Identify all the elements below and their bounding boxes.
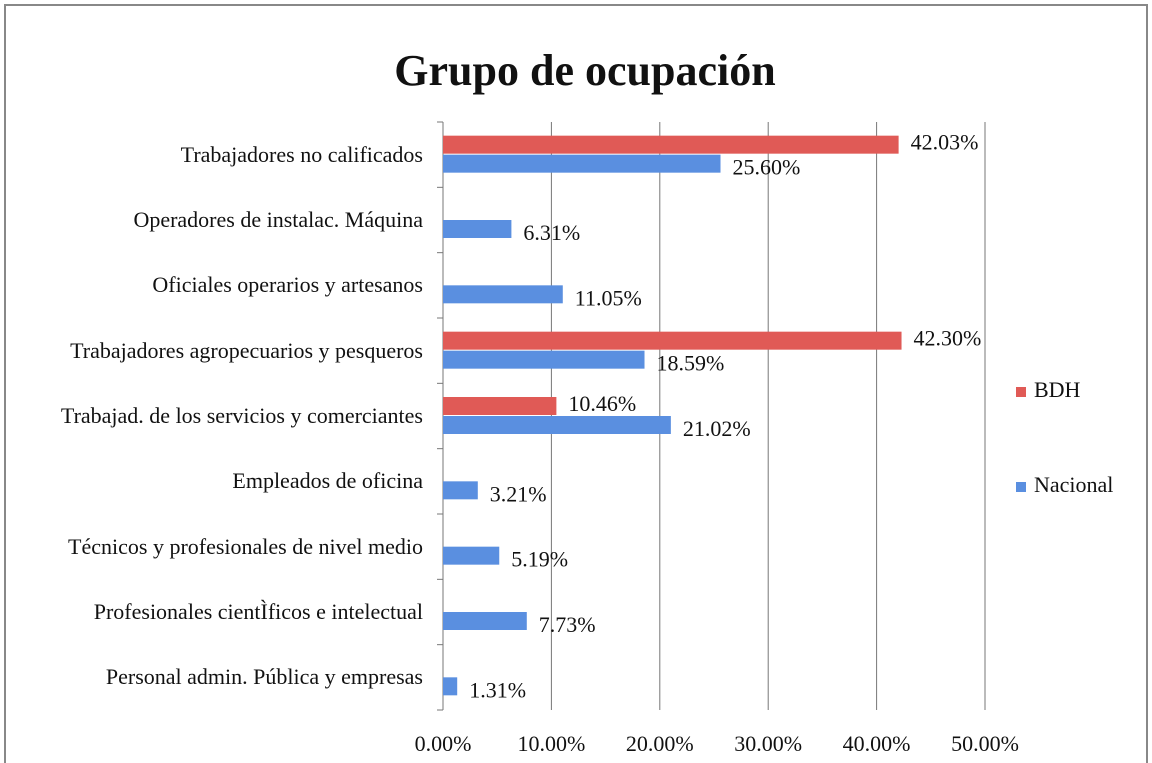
bar [443,350,645,369]
data-label: 1.31% [469,677,526,702]
data-label: 3.21% [490,481,547,506]
bar [443,397,557,415]
frame [4,4,1148,763]
data-label: 21.02% [683,416,751,441]
data-label: 7.73% [539,612,596,637]
legend-label: BDH [1034,377,1081,402]
data-label: 42.03% [911,130,979,155]
x-tick-label: 0.00% [415,731,472,756]
bar [443,331,902,350]
legend-swatch [1016,482,1026,492]
y-tick-label: Operadores de instalac. Máquina [133,207,423,232]
x-tick-label: 50.00% [951,731,1019,756]
bar [443,546,500,565]
y-tick-label: Empleados de oficina [232,468,423,494]
x-tick-label: 30.00% [734,731,802,756]
x-tick-label: 40.00% [843,731,911,756]
bar [443,135,899,154]
data-label: 10.46% [568,391,636,416]
legend-swatch [1016,387,1026,397]
bar [443,285,563,304]
y-tick-label: Trabajad. de los servicios y comerciante… [60,403,423,428]
bar [443,416,671,434]
data-label: 11.05% [575,285,642,310]
data-label: 18.59% [657,351,725,376]
data-label: 5.19% [511,547,568,572]
y-tick-label: Trabajadores agropecuarios y pesqueros [70,337,423,363]
bar [443,220,512,238]
x-tick-label: 20.00% [626,731,694,756]
data-label: 42.30% [914,326,982,351]
bar [443,481,478,500]
y-tick-label: Trabajadores no calificados [180,141,423,167]
x-tick-label: 10.00% [517,731,585,756]
data-label: 6.31% [523,220,580,245]
y-tick-label: Profesionales cientÌficos e intelectual [93,599,423,624]
y-tick-label: Técnicos y profesionales de nivel medio [68,533,423,559]
data-label: 25.60% [733,155,801,180]
y-tick-label: Oficiales operarios y artesanos [152,272,423,298]
bar [443,677,458,696]
bar [443,612,527,630]
y-tick-label: Personal admin. Pública y empresas [105,664,423,690]
legend-label: Nacional [1034,472,1113,497]
chart-title: Grupo de ocupación [394,46,775,95]
bar [443,154,721,173]
